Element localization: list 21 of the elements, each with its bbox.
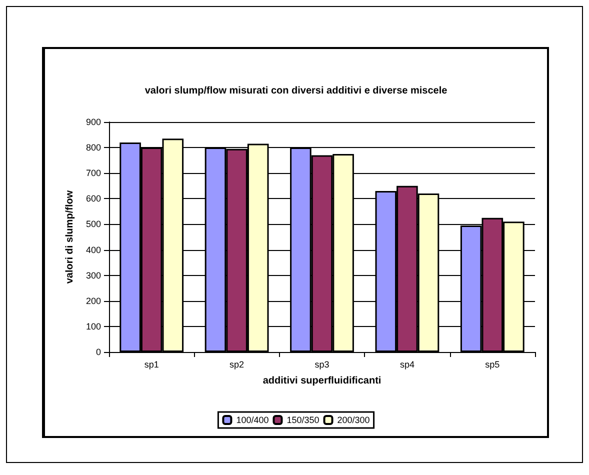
x-tick-label: sp1 [144, 360, 159, 370]
y-tick-label: 900 [86, 117, 101, 127]
legend-label: 150/350 [286, 415, 320, 425]
x-tick-label: sp4 [400, 360, 414, 370]
x-tick-label: sp3 [314, 360, 330, 370]
y-tick-label: 300 [86, 270, 101, 280]
y-tick-label: 400 [86, 244, 101, 255]
x-tick-label: sp2 [230, 360, 244, 370]
legend-label: 100/400 [236, 415, 269, 425]
y-tick-label: 200 [86, 296, 101, 306]
y-tick-label: 600 [86, 194, 101, 204]
x-tick-label: sp5 [485, 360, 500, 370]
y-axis-title: valori di slump/flow [64, 190, 76, 284]
chart-title: valori slump/flow misurati con diversi additivi e diverse miscele [144, 86, 448, 96]
y-tick-label: 800 [86, 142, 101, 153]
y-tick-label: 700 [86, 168, 101, 178]
x-axis-title: additivi superfluidificanti [262, 376, 382, 386]
legend-label: 200/300 [337, 415, 370, 425]
y-tick-label: 500 [86, 219, 101, 230]
y-tick-label: 100 [86, 321, 101, 332]
y-tick-label: 0 [96, 347, 101, 357]
